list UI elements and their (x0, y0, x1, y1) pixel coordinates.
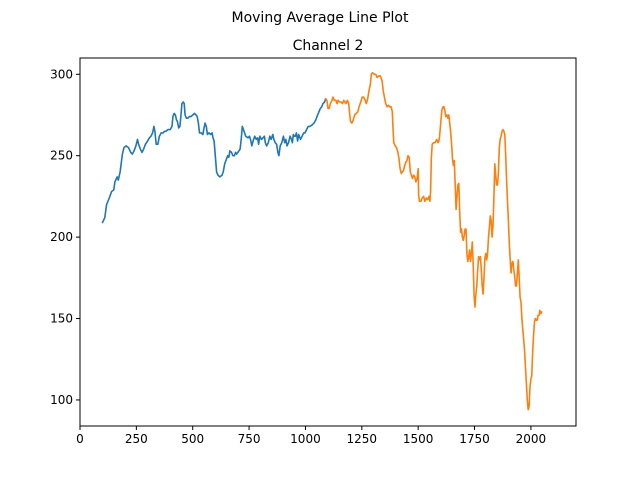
series-line-1 (101, 97, 327, 224)
x-tick-label: 1250 (347, 432, 378, 446)
x-tick-label: 0 (76, 432, 84, 446)
x-tick-label: 250 (125, 432, 148, 446)
y-tick-label: 100 (50, 393, 73, 407)
plot-area (79, 57, 577, 427)
x-tick-label: 1000 (290, 432, 321, 446)
x-tick-label: 2000 (516, 432, 547, 446)
series-line-2 (324, 71, 543, 411)
figure-suptitle: Moving Average Line Plot (232, 10, 409, 26)
x-tick-label: 1500 (403, 432, 434, 446)
x-axis: 0 250 500 750 1000 1250 1500 1750 2000 (76, 426, 546, 446)
y-tick-label: 300 (50, 67, 73, 81)
y-tick-label: 150 (50, 312, 73, 326)
chart-title: Channel 2 (293, 38, 364, 54)
y-axis: 100 150 200 250 300 (50, 67, 80, 407)
series-layer (101, 71, 543, 411)
x-tick-label: 1750 (459, 432, 490, 446)
axes-frame (79, 57, 577, 427)
x-tick-label: 500 (181, 432, 204, 446)
y-tick-label: 200 (50, 230, 73, 244)
x-tick-label: 750 (238, 432, 261, 446)
y-tick-label: 250 (50, 149, 73, 163)
